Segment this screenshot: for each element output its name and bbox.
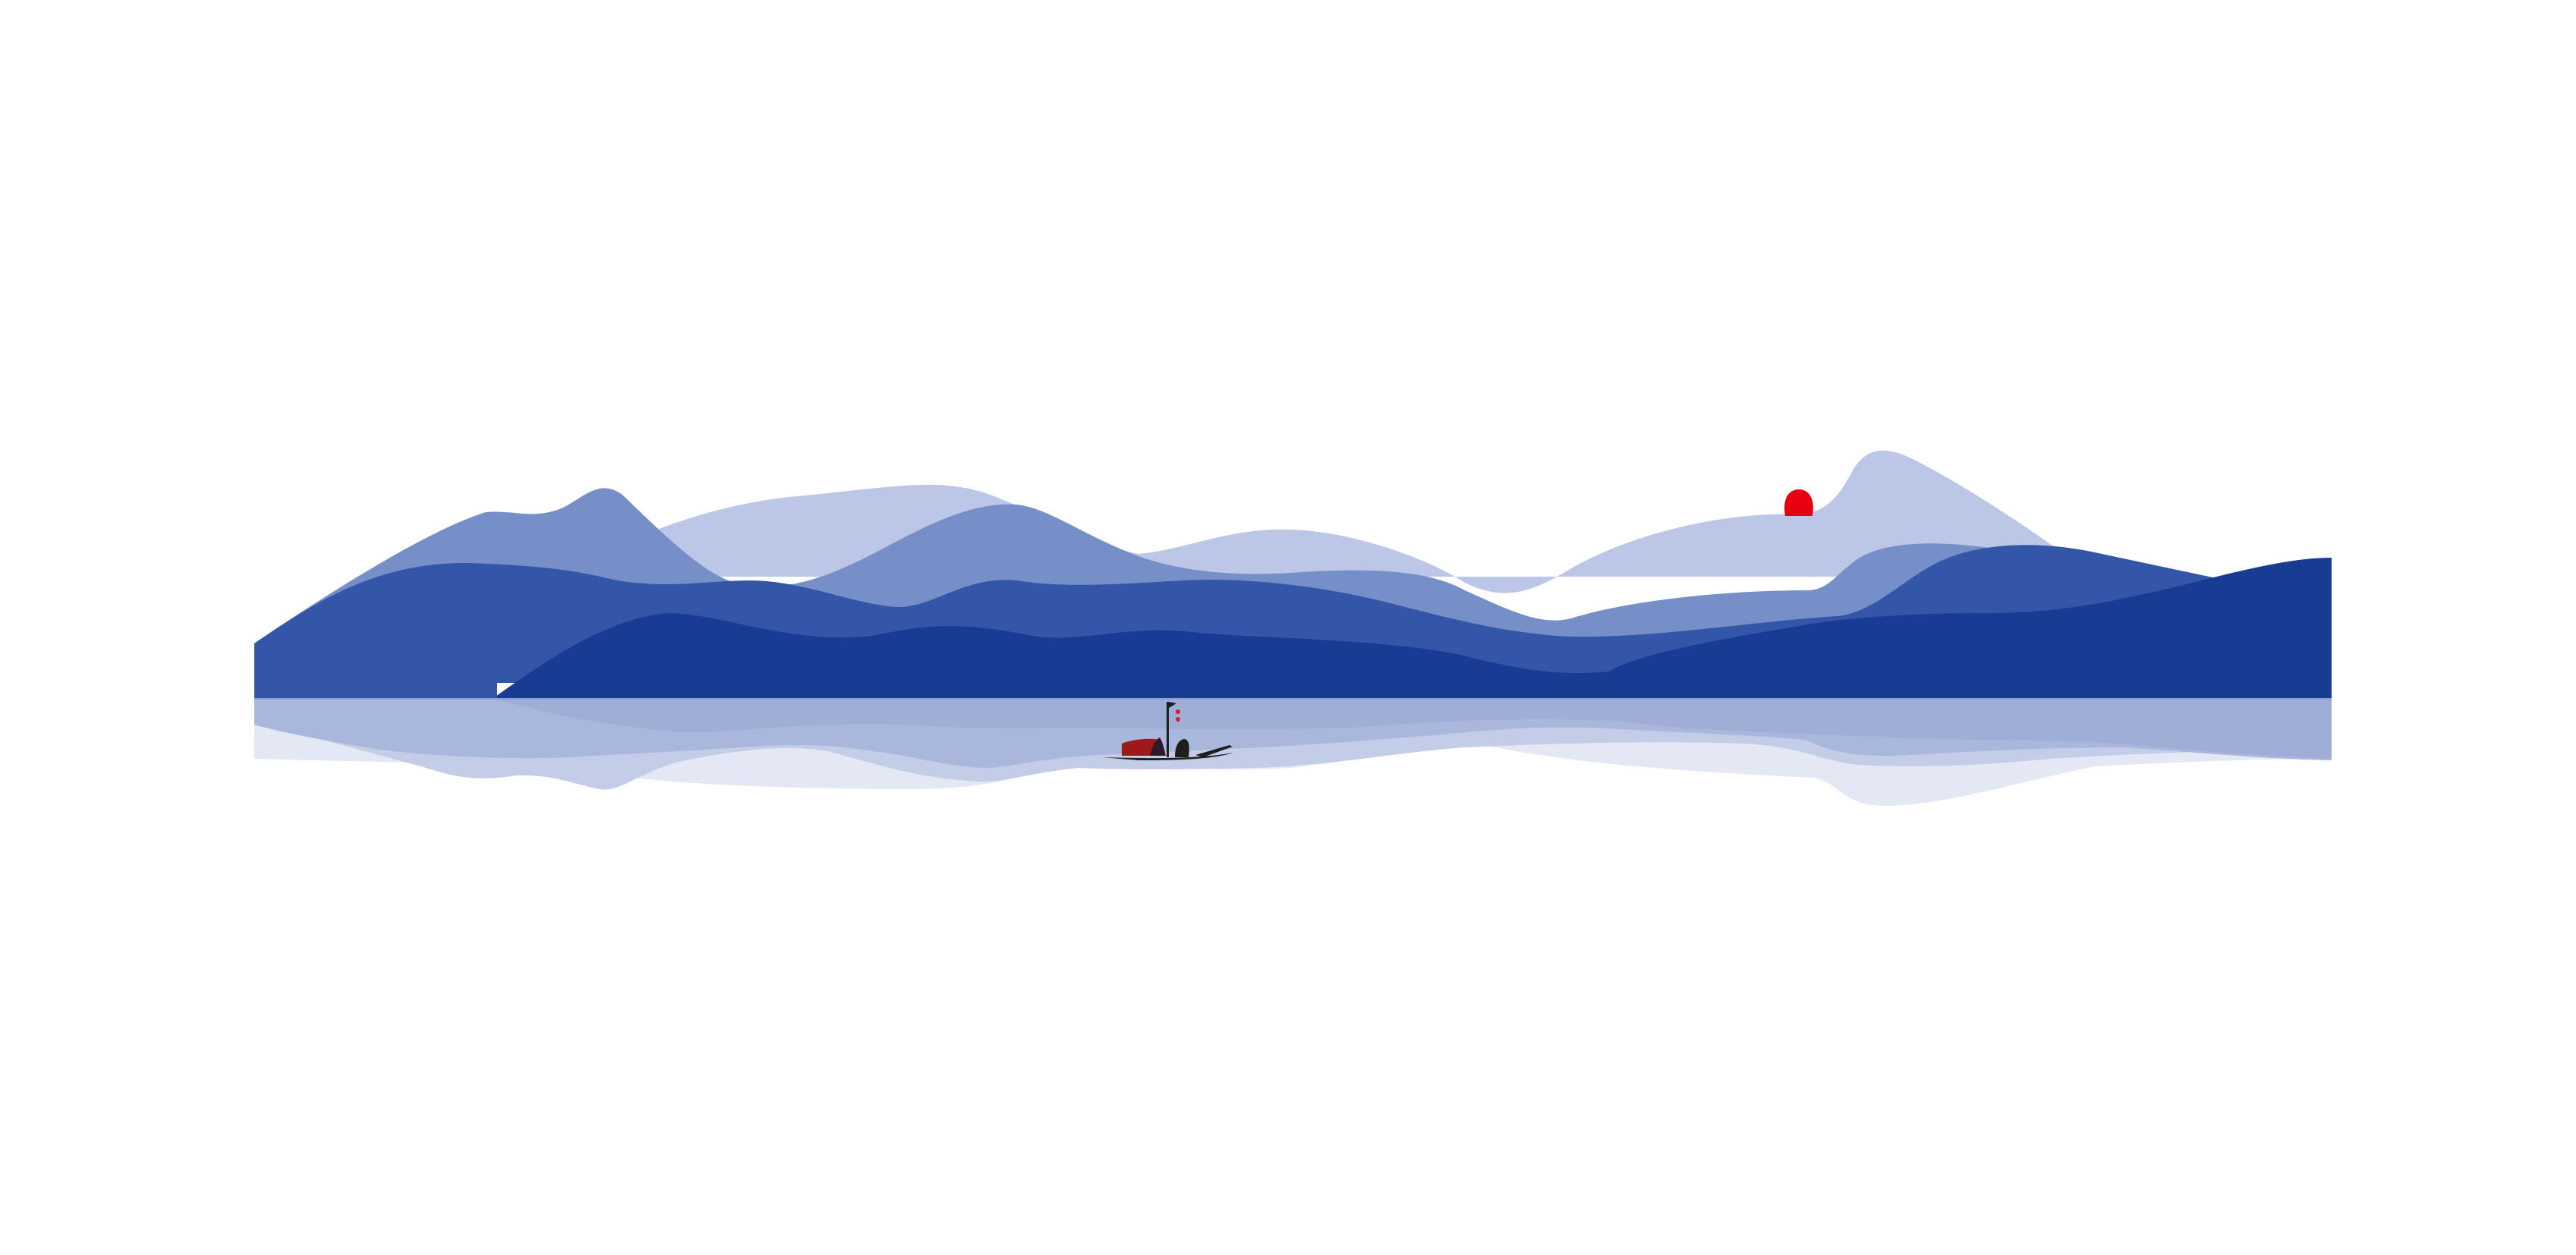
setting-sun bbox=[1784, 489, 1813, 516]
boat-mast bbox=[1167, 702, 1169, 757]
fisherman-figure bbox=[1175, 739, 1189, 757]
boat-hull bbox=[1102, 753, 1233, 760]
boat-canopy bbox=[1150, 738, 1166, 756]
mountain-base-left bbox=[254, 643, 497, 698]
front-mountain-range bbox=[493, 558, 2332, 698]
lake-reflection bbox=[254, 697, 2332, 806]
sun-icon bbox=[1784, 489, 1813, 516]
reflection-front bbox=[493, 698, 2332, 759]
mountains bbox=[254, 450, 2332, 698]
boat-bow bbox=[1195, 745, 1233, 757]
lantern-icon bbox=[1176, 717, 1180, 722]
flag-icon bbox=[1169, 702, 1176, 708]
fishing-boat bbox=[1102, 702, 1233, 760]
lantern-icon bbox=[1176, 709, 1180, 714]
